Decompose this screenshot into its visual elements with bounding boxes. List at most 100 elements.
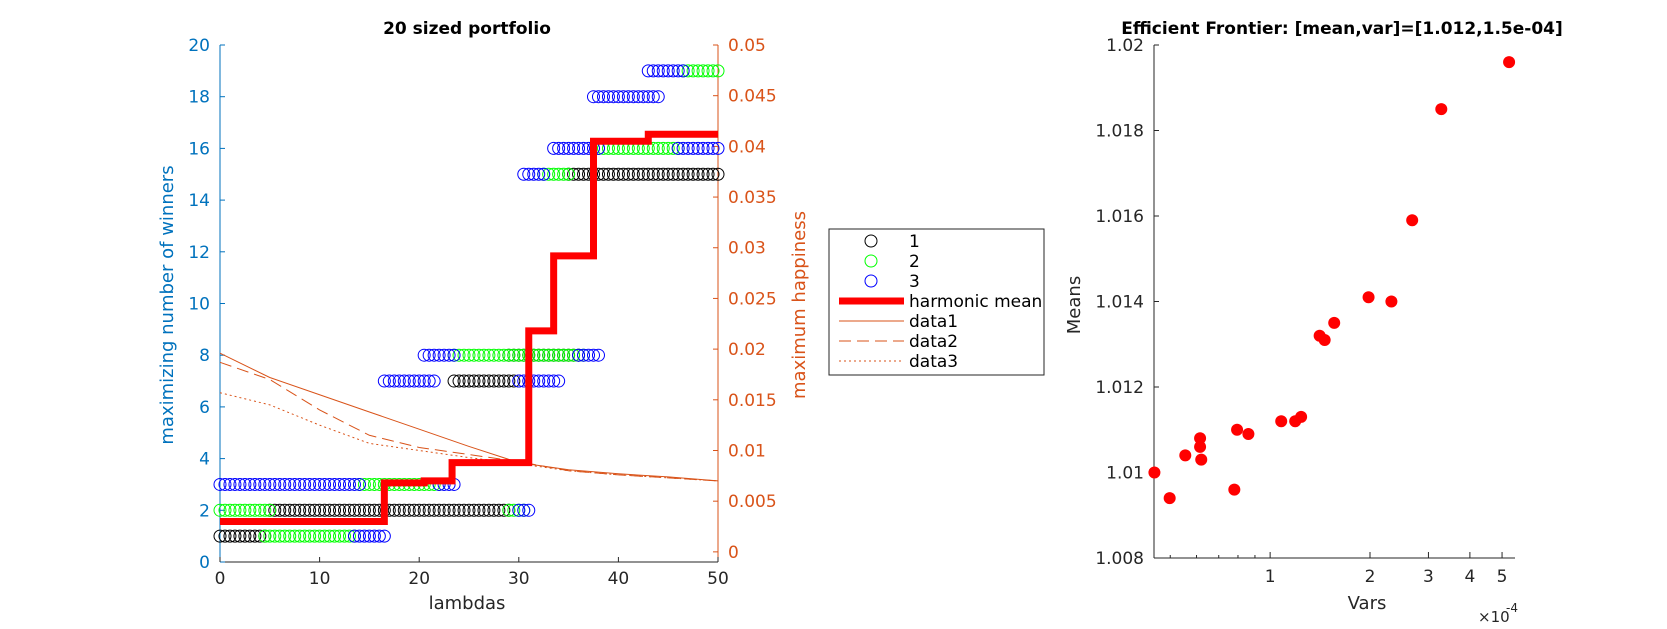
series-3-point — [253, 477, 267, 491]
left-y-tick-label: 18 — [188, 88, 210, 108]
legend-label: data3 — [909, 352, 958, 372]
series-1-point — [631, 167, 645, 181]
series-1-point — [606, 167, 620, 181]
series-3-point — [417, 348, 431, 362]
series-1-point — [233, 529, 247, 543]
series-1-point — [417, 503, 431, 517]
right-y-tick-label: 0.035 — [728, 188, 777, 208]
series-3-point — [303, 477, 317, 491]
series-2-point — [656, 141, 670, 155]
series-2-point — [487, 348, 501, 362]
series-2-point — [303, 529, 317, 543]
series-3-point — [347, 477, 361, 491]
series-3-point — [313, 477, 327, 491]
series-1-point — [701, 167, 715, 181]
series-1-point — [472, 503, 486, 517]
series-3-point — [442, 348, 456, 362]
series-3-point — [591, 348, 605, 362]
series-1-point — [472, 374, 486, 388]
series-3-point — [432, 348, 446, 362]
series-3-point — [377, 529, 391, 543]
series-3-point — [328, 477, 342, 491]
portfolio-chart: 20 sized portfolio lambdas maximizing nu… — [157, 19, 810, 614]
series-2-point — [278, 529, 292, 543]
series-3-point — [417, 374, 431, 388]
series-3-point — [646, 90, 660, 104]
series-3-point — [382, 374, 396, 388]
series-1-point — [492, 503, 506, 517]
series-3-point — [308, 477, 322, 491]
series-1-point — [577, 167, 591, 181]
series-2-point — [457, 348, 471, 362]
series-1-point — [357, 503, 371, 517]
series-1-point — [482, 503, 496, 517]
right-y-tick-label: 0.025 — [728, 289, 777, 309]
series-3-point — [427, 374, 441, 388]
series-1-point — [711, 167, 725, 181]
series-3-point — [591, 90, 605, 104]
series-1-point — [243, 529, 257, 543]
series-2-point — [342, 529, 356, 543]
series-3-point — [362, 529, 376, 543]
series-3-point — [447, 348, 461, 362]
series-2-point — [661, 141, 675, 155]
series-1-point — [228, 529, 242, 543]
series-1-point — [696, 167, 710, 181]
series-3-point — [278, 477, 292, 491]
series-2-point — [552, 167, 566, 181]
series-3-point — [372, 529, 386, 543]
series-3-point — [422, 348, 436, 362]
series-1-point — [497, 374, 511, 388]
series-1-point — [352, 503, 366, 517]
series-3-point — [268, 477, 282, 491]
portfolio-chart-title: 20 sized portfolio — [383, 19, 551, 39]
series-2-point — [706, 64, 720, 78]
series-1-point — [367, 503, 381, 517]
series-2-point — [492, 348, 506, 362]
series-3-point — [636, 90, 650, 104]
series-1-point — [278, 503, 292, 517]
series-2-point — [547, 167, 561, 181]
frontier-y-axis-label: Means — [1064, 276, 1085, 334]
series-2-point — [542, 348, 556, 362]
series-3-point — [258, 477, 272, 491]
series-2-point — [248, 503, 262, 517]
series-3-point — [517, 503, 531, 517]
series-3-point — [517, 167, 531, 181]
series-2-point — [253, 503, 267, 517]
series-2-point — [497, 348, 511, 362]
portfolio-plot-area: 0 2 4 6 8 10 12 14 16 18 20 0 0.005 0.01 0.015 0.02 0.02… — [188, 36, 776, 589]
series-2-point — [701, 64, 715, 78]
frontier-y-tick-label: 1.02 — [1106, 36, 1144, 56]
series-1-point — [213, 529, 227, 543]
series-1-point — [467, 374, 481, 388]
series-3-point — [352, 477, 366, 491]
series-2-point — [557, 167, 571, 181]
series-1-point — [477, 503, 491, 517]
left-y-tick-label: 12 — [188, 243, 210, 263]
series-2-point — [258, 529, 272, 543]
series-3-point — [352, 529, 366, 543]
series-1-point — [611, 167, 625, 181]
series-2-point — [263, 529, 277, 543]
series-3-point — [537, 374, 551, 388]
series-2-point — [562, 167, 576, 181]
series-3-point — [357, 529, 371, 543]
legend-label: 1 — [909, 232, 920, 252]
left-y-tick-label: 6 — [199, 398, 210, 418]
series-2-point — [507, 503, 521, 517]
series-3-point — [626, 90, 640, 104]
series-3-point — [582, 348, 596, 362]
series-2-point — [318, 529, 332, 543]
series-1-point — [268, 503, 282, 517]
harmonic-mean-line — [220, 130, 718, 525]
series-2-point — [696, 64, 710, 78]
series-1-point — [283, 503, 297, 517]
series-1-point — [452, 503, 466, 517]
left-y-tick-label: 10 — [188, 295, 210, 315]
series-3-point — [711, 141, 725, 155]
series-1-point — [477, 374, 491, 388]
series-1-point — [447, 374, 461, 388]
series-1-point — [462, 503, 476, 517]
